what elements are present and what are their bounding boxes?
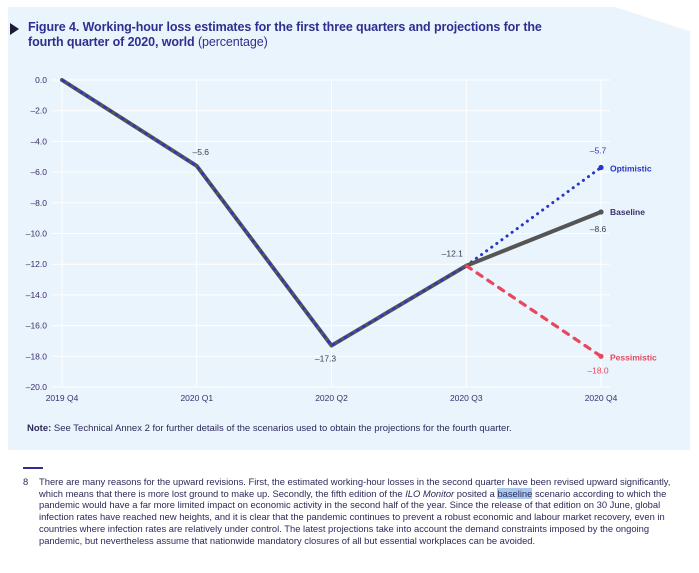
grid-lines (52, 79, 610, 388)
data-labels: –5.6 –17.3 –12.1 Optimistic–5.7 Baseline–8.6… (192, 145, 657, 375)
y-tick-label: –2.0 (30, 106, 47, 116)
optimistic-line (464, 165, 603, 268)
footnote-text[interactable]: There are many reasons for the upward re… (39, 476, 687, 546)
footnote-italic-title: ILO Monitor (405, 487, 455, 499)
x-tick-label: 2020 Q1 (180, 393, 213, 403)
note-label: Note: (27, 423, 52, 434)
historical-line-overlay (61, 78, 467, 348)
y-tick-label: –10.0 (26, 229, 48, 239)
y-tick-label: 0.0 (35, 75, 47, 85)
x-tick-label: 2020 Q3 (450, 393, 483, 403)
baseline-value-label: –8.6 (590, 224, 607, 234)
figure-title-text: Figure 4. Working-hour loss estimates fo… (28, 20, 542, 49)
optimistic-endpoint (598, 164, 604, 171)
y-tick-label: –14.0 (26, 290, 48, 300)
x-tick-label: 2020 Q2 (315, 393, 348, 403)
pessimistic-legend-label: Pessimistic (610, 352, 657, 362)
figure-title-unit: (percentage) (197, 35, 268, 49)
footnote-text-part: There are many reasons for the upward re… (39, 476, 671, 499)
y-tick-label: –4.0 (30, 136, 47, 146)
baseline-line (464, 210, 603, 268)
figure-note: Note: See Technical Annex 2 for further … (27, 423, 512, 434)
triangle-bullet-icon (10, 23, 19, 35)
x-tick-label: 2019 Q4 (46, 393, 79, 403)
footnote-number: 8 (23, 476, 29, 487)
footnote-text-part: scenario according to which the pandemic… (39, 487, 667, 546)
optimistic-value-label: –5.7 (590, 145, 607, 155)
data-label: –17.3 (315, 354, 337, 364)
y-axis-ticks: 0.0 –2.0 –4.0 –6.0 –8.0 –10.0 –12.0 –14.0 –16.0 –… (26, 75, 48, 392)
y-tick-label: –12.0 (26, 259, 48, 269)
baseline-legend-label: Baseline (610, 207, 645, 217)
note-text: See Technical Annex 2 for further detail… (51, 423, 512, 434)
data-label: –12.1 (442, 249, 464, 259)
pessimistic-line (464, 264, 603, 358)
footnote-text-part: posited a (454, 487, 498, 499)
y-tick-label: –8.0 (30, 198, 47, 208)
y-tick-label: –16.0 (26, 321, 48, 331)
pessimistic-value-label: –18.0 (587, 365, 609, 375)
y-tick-label: –18.0 (26, 351, 48, 361)
x-tick-label: 2020 Q4 (585, 393, 618, 403)
selected-text-highlight[interactable]: baseline (497, 487, 533, 499)
y-tick-label: –6.0 (30, 167, 47, 177)
data-label: –5.6 (192, 147, 209, 157)
optimistic-legend-label: Optimistic (610, 163, 652, 173)
baseline-endpoint (598, 209, 604, 215)
figure-title: Figure 4. Working-hour loss estimates fo… (28, 20, 568, 50)
footnote-rule (23, 467, 43, 469)
x-axis-ticks: 2019 Q4 2020 Q1 2020 Q2 2020 Q3 2020 Q4 (46, 393, 618, 403)
pessimistic-endpoint (598, 353, 604, 359)
figure-panel (8, 7, 690, 450)
y-tick-label: –20.0 (26, 382, 48, 392)
series-lines (60, 78, 604, 359)
